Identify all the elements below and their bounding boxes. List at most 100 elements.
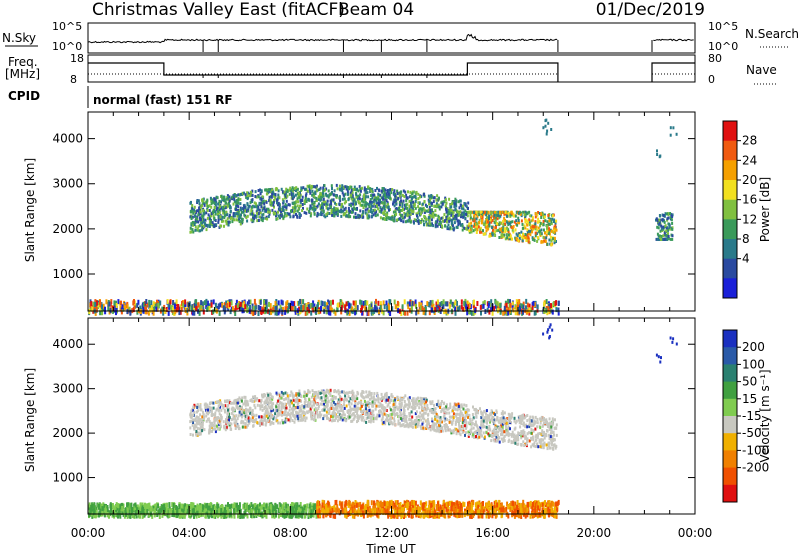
echo-cell (525, 309, 528, 315)
echo-cell (406, 202, 409, 206)
echo-cell (250, 398, 253, 402)
echo-cell (248, 204, 251, 208)
echo-cell (214, 198, 217, 202)
colorbar-swatch (723, 219, 737, 240)
echo-cell (372, 209, 375, 213)
echo-cell (407, 407, 409, 411)
echo-cell (422, 206, 425, 210)
echo-cell (327, 299, 330, 305)
echo-cell (331, 187, 333, 190)
echo-cell (420, 218, 423, 222)
echo-cell (305, 211, 308, 215)
echo-cell (302, 206, 304, 210)
echo-cell (503, 430, 506, 434)
echo-cell (488, 224, 491, 228)
echo-cell (427, 426, 430, 430)
echo-cell (351, 198, 354, 202)
echo-cell (304, 310, 307, 316)
echo-cell (250, 218, 253, 222)
echo-cell (515, 232, 518, 236)
echo-cell (369, 190, 372, 194)
echo-cell (533, 225, 536, 229)
echo-cell (144, 309, 147, 315)
echo-cell (223, 199, 226, 203)
echo-cell (336, 403, 338, 407)
echo-cell (233, 200, 236, 204)
echo-cell (237, 398, 240, 401)
echo-cell (212, 299, 215, 305)
echo-cell (398, 217, 401, 221)
echo-cell (472, 310, 475, 316)
echo-cell (399, 399, 401, 403)
echo-cell (417, 221, 420, 225)
echo-cell (291, 411, 294, 415)
echo-cell (479, 426, 482, 430)
echo-cell (228, 199, 231, 203)
echo-cell (377, 197, 380, 201)
echo-cell (191, 423, 194, 427)
echo-cell (485, 210, 488, 214)
echo-cell (244, 209, 246, 213)
echo-cell (445, 405, 447, 409)
echo-cell (357, 215, 360, 219)
echo-cell (410, 199, 413, 203)
echo-cell (214, 307, 217, 313)
echo-cell (499, 230, 502, 234)
echo-cell (356, 305, 359, 311)
echo-cell (481, 219, 483, 223)
echo-cell (229, 217, 232, 221)
echo-cell (113, 307, 116, 313)
colorbar-swatch (723, 180, 737, 201)
echo-cell (655, 237, 658, 241)
echo-cell (506, 221, 509, 225)
echo-cell (373, 202, 376, 206)
echo-cell (259, 197, 262, 201)
echo-cell (369, 198, 372, 201)
echo-cell (257, 205, 260, 209)
echo-cell (240, 210, 243, 214)
echo-cell (251, 200, 254, 203)
echo-cell (197, 220, 200, 224)
echo-cell (354, 397, 357, 401)
echo-cell (191, 228, 194, 232)
echo-cell (419, 424, 422, 428)
echo-cell (381, 217, 384, 221)
echo-cell (349, 397, 352, 401)
echo-cell (487, 432, 490, 436)
echo-cell (487, 220, 489, 224)
echo-cell (278, 205, 281, 209)
echo-cell (430, 203, 433, 207)
echo-cell (349, 303, 352, 309)
echo-cell (432, 215, 435, 219)
echo-cell (522, 236, 525, 240)
echo-cell (461, 430, 464, 434)
echo-cell (217, 206, 220, 210)
echo-cell (337, 302, 339, 308)
echo-cell (530, 226, 533, 229)
echo-cell (96, 300, 98, 306)
echo-cell (502, 310, 505, 316)
echo-cell (533, 237, 536, 241)
echo-cell (219, 217, 222, 221)
echo-cell (298, 215, 301, 219)
echo-cell (658, 222, 661, 226)
echo-cell (280, 299, 283, 305)
echo-cell (446, 301, 449, 307)
echo-cell (351, 194, 354, 198)
echo-cell (380, 189, 383, 193)
echo-cell (210, 426, 213, 430)
echo-cell (247, 204, 250, 208)
echo-cell (230, 306, 233, 312)
echo-cell (500, 235, 503, 239)
echo-cell (473, 408, 476, 411)
echo-cell (195, 415, 198, 419)
echo-cell (493, 215, 496, 219)
echo-cell (322, 210, 325, 214)
echo-cell (542, 228, 545, 232)
echo-cell (392, 218, 395, 222)
echo-cell (341, 197, 344, 201)
echo-cell (435, 305, 438, 311)
echo-cell (455, 204, 458, 208)
echo-cell (157, 303, 160, 309)
echo-cell (233, 218, 236, 222)
